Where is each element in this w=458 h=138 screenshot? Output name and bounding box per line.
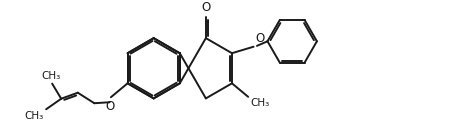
Text: O: O (255, 32, 265, 45)
Text: O: O (201, 1, 211, 14)
Text: CH₃: CH₃ (250, 98, 269, 108)
Text: CH₃: CH₃ (41, 71, 60, 81)
Text: O: O (105, 100, 114, 113)
Text: CH₃: CH₃ (24, 111, 44, 121)
